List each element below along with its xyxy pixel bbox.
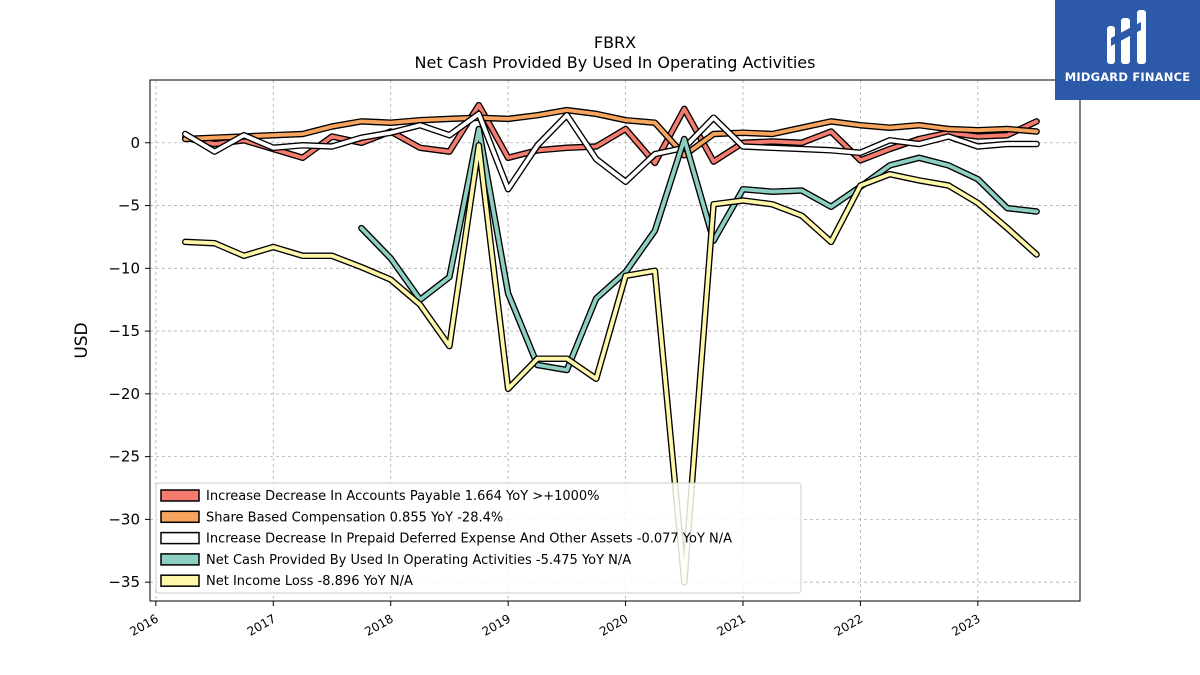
x-tick-label: 2019 [480,611,513,638]
x-tick-label: 2022 [832,611,865,638]
y-axis-label: USD [72,322,92,358]
plot-frame [149,79,1081,602]
legend-box [155,482,802,594]
legend-swatch [160,553,200,566]
legend-label: Increase Decrease In Accounts Payable 1.… [206,489,600,504]
y-tick-label: 0 [130,134,140,152]
legend-label: Net Income Loss -8.896 YoY N/A [206,574,413,589]
legend-swatch [160,489,200,502]
series-line-2 [183,112,1039,192]
series-line-3 [359,127,1039,372]
y-tick-label: −15 [108,322,140,340]
legend-label: Net Cash Provided By Used In Operating A… [206,553,631,568]
x-tick-label: 2018 [362,611,395,638]
series-line-1 [183,108,1039,158]
brand-logo: MIDGARD FINANCE [1055,0,1200,100]
y-tick-label: −5 [118,197,140,215]
legend-label: Share Based Compensation 0.855 YoY -28.4… [206,510,503,525]
legend-swatch [160,531,200,545]
y-tick-label: −35 [108,573,140,591]
x-tick-label: 2016 [127,611,160,638]
y-tick-label: −20 [108,385,140,403]
x-tick-label: 2020 [597,611,630,638]
brand-name: MIDGARD FINANCE [1064,70,1191,84]
legend-swatch [160,510,200,524]
series-line-0 [183,103,1039,165]
x-tick-label: 2021 [715,611,748,638]
legend-label: Increase Decrease In Prepaid Deferred Ex… [206,532,732,547]
midgard-logo-icon [1107,10,1146,64]
x-tick-label: 2017 [245,611,278,638]
chart-subtitle: Net Cash Provided By Used In Operating A… [415,53,816,72]
series-line-4 [183,143,1039,585]
chart-title: FBRX [594,33,636,52]
legend-swatch [160,574,200,587]
y-tick-label: −30 [108,510,140,528]
y-tick-label: −10 [108,259,140,277]
y-tick-label: −25 [108,448,140,466]
x-tick-label: 2023 [949,611,982,638]
